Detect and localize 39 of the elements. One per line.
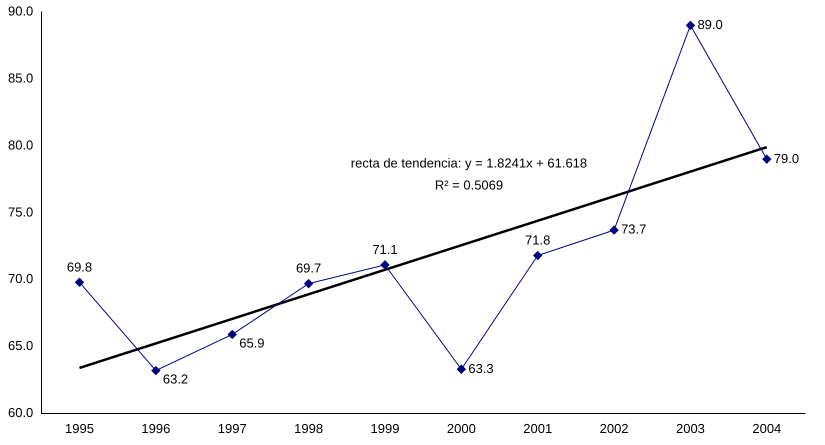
annotation: recta de tendencia: y = 1.8241x + 61.618 bbox=[350, 156, 588, 171]
point bbox=[228, 330, 237, 339]
point bbox=[304, 279, 314, 288]
point bbox=[380, 260, 390, 270]
data-label: 63.3 bbox=[468, 360, 494, 376]
point bbox=[74, 278, 84, 287]
data-label: 89.0 bbox=[697, 16, 723, 32]
x-tick-label: 2000 bbox=[446, 420, 476, 436]
y-tick-label: 65.0 bbox=[8, 338, 34, 354]
y-tick-label: 75.0 bbox=[8, 204, 34, 220]
y-tick-label: 70.0 bbox=[8, 271, 34, 286]
y-tick-label: 80.0 bbox=[8, 137, 34, 152]
x-tick-label: 2003 bbox=[676, 420, 705, 436]
data-label: 69.8 bbox=[66, 259, 92, 274]
point bbox=[610, 226, 619, 235]
y-tick-label: 85.0 bbox=[8, 70, 34, 86]
point bbox=[686, 20, 695, 30]
y-tick-label: 60.0 bbox=[8, 404, 34, 420]
x-tick-label: 2001 bbox=[523, 420, 552, 436]
data-label: 63.2 bbox=[162, 372, 188, 387]
data-label: 71.8 bbox=[525, 232, 550, 248]
y-tick-label: 90.0 bbox=[8, 4, 34, 19]
data-label: 69.7 bbox=[296, 260, 322, 276]
x-tick-label: 2004 bbox=[752, 420, 782, 436]
annotation: R² = 0.5069 bbox=[434, 178, 504, 193]
x-tick-label: 1997 bbox=[218, 420, 247, 436]
data-label: 71.1 bbox=[372, 242, 398, 257]
x-tick-label: 1998 bbox=[294, 420, 324, 436]
data-label: 65.9 bbox=[239, 336, 265, 351]
x-tick-label: 1996 bbox=[141, 420, 170, 436]
point bbox=[151, 366, 160, 376]
point bbox=[762, 154, 772, 164]
x-tick-label: 1995 bbox=[65, 420, 94, 436]
point bbox=[533, 251, 542, 260]
data-label: 73.7 bbox=[621, 222, 646, 237]
point bbox=[456, 364, 466, 374]
data-label: 79.0 bbox=[774, 150, 800, 166]
x-tick-label: 2002 bbox=[600, 420, 629, 436]
x-tick-label: 1999 bbox=[370, 420, 400, 436]
